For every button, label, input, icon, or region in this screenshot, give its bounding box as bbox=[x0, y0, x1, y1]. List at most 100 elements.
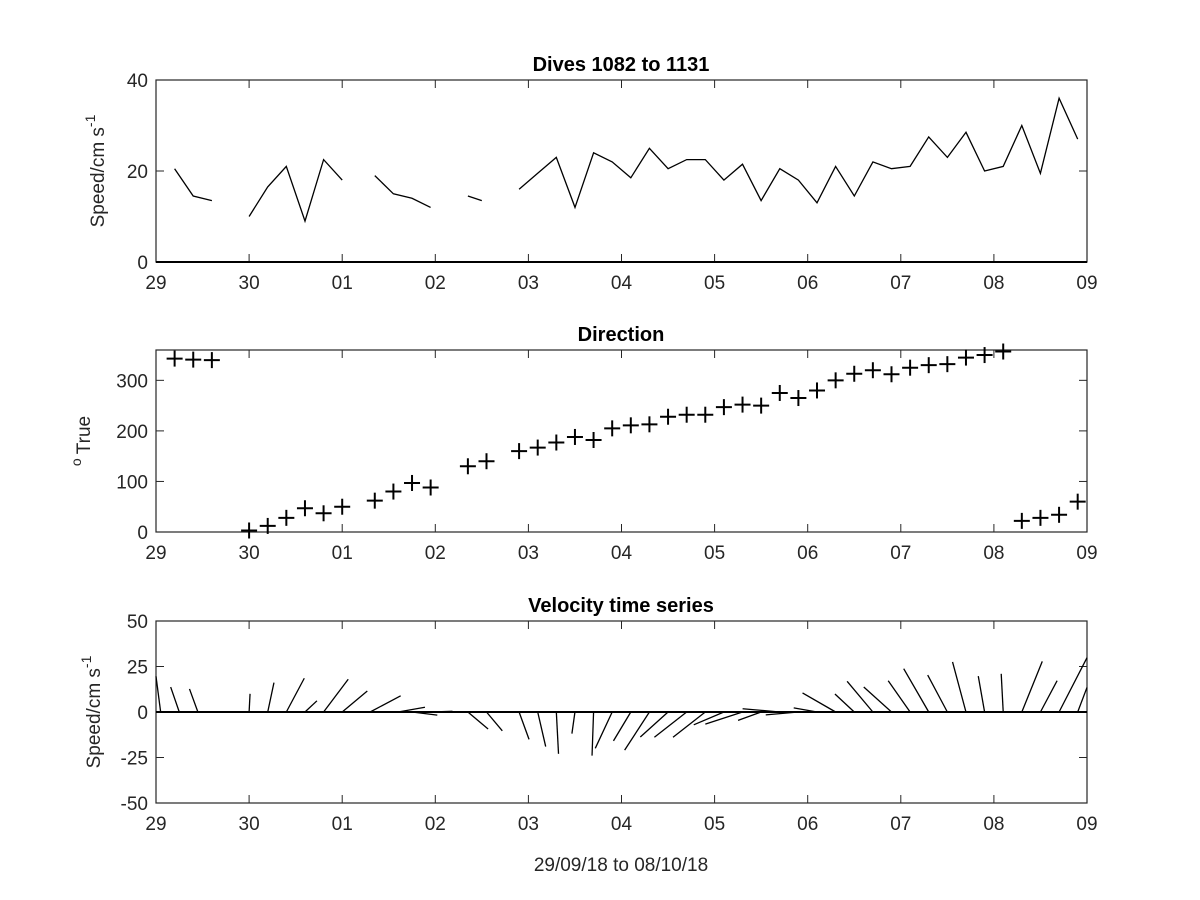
direction-y-axis-label-superscript: o bbox=[68, 458, 84, 466]
direction-marker bbox=[864, 362, 881, 379]
velocity-stick bbox=[624, 711, 650, 751]
direction-y-tick-label: 200 bbox=[116, 422, 148, 443]
speed-panel-title: Dives 1082 to 1131 bbox=[533, 54, 710, 76]
speed-axis-ticks: 29 30 01 02 03 04 05 06 07 08 09 0 20 40 bbox=[127, 71, 1098, 294]
velocity-stick bbox=[555, 711, 560, 754]
velocity-stick bbox=[467, 711, 489, 730]
direction-marker bbox=[976, 347, 993, 364]
velocity-stick bbox=[951, 661, 967, 713]
speed-x-tick-label: 08 bbox=[983, 273, 1004, 294]
velocity-stick bbox=[639, 711, 669, 738]
velocity-stick bbox=[693, 711, 725, 726]
velocity-x-tick-label: 04 bbox=[611, 814, 633, 835]
velocity-x-tick-label: 06 bbox=[797, 814, 818, 835]
velocity-stick bbox=[304, 700, 318, 713]
velocity-stick bbox=[430, 710, 453, 713]
direction-marker bbox=[827, 372, 844, 389]
direction-marker bbox=[678, 406, 695, 423]
velocity-stick bbox=[793, 707, 818, 713]
velocity-axis-ticks: 29 30 01 02 03 04 05 06 07 08 09 -50 -25 0 25 50 bbox=[121, 612, 1098, 835]
velocity-stick bbox=[1000, 673, 1004, 713]
direction-marker bbox=[957, 349, 974, 366]
velocity-x-tick-label: 05 bbox=[704, 814, 725, 835]
velocity-y-tick-label: 50 bbox=[127, 612, 148, 633]
direction-marker bbox=[660, 408, 677, 425]
velocity-panel-title: Velocity time series bbox=[528, 595, 714, 617]
direction-x-tick-label: 30 bbox=[239, 543, 260, 564]
direction-marker bbox=[809, 382, 826, 399]
direction-marker bbox=[422, 479, 439, 496]
speed-y-tick-label: 40 bbox=[127, 71, 148, 92]
velocity-stick bbox=[411, 711, 438, 716]
direction-x-tick-label: 03 bbox=[518, 543, 539, 564]
direction-x-tick-label: 09 bbox=[1076, 543, 1097, 564]
speed-series-line bbox=[518, 96, 1079, 210]
direction-panel: Direction o True 29 30 01 02 03 04 05 06 07 08 09 0 1… bbox=[68, 324, 1098, 564]
direction-y-axis-label-text: True bbox=[74, 416, 95, 454]
speed-y-tick-label: 20 bbox=[127, 162, 148, 183]
velocity-stick bbox=[397, 706, 426, 713]
velocity-stick bbox=[248, 693, 251, 713]
velocity-stick bbox=[323, 678, 349, 713]
velocity-x-tick-label: 29 bbox=[145, 814, 166, 835]
velocity-y-axis-label: Speed/cm s-1 bbox=[78, 655, 105, 768]
direction-marker bbox=[641, 416, 658, 433]
direction-marker bbox=[883, 366, 900, 383]
direction-marker bbox=[385, 483, 402, 500]
speed-x-tick-label: 01 bbox=[332, 273, 353, 294]
velocity-x-tick-label: 09 bbox=[1076, 814, 1097, 835]
direction-marker bbox=[166, 350, 183, 367]
direction-marker bbox=[241, 522, 258, 539]
speed-series-line bbox=[248, 158, 343, 224]
direction-marker bbox=[366, 492, 383, 509]
direction-marker bbox=[511, 443, 528, 460]
direction-marker bbox=[753, 397, 770, 414]
direction-marker bbox=[790, 390, 807, 407]
direction-marker bbox=[1069, 493, 1086, 510]
velocity-stick bbox=[887, 680, 911, 713]
velocity-x-tick-label: 02 bbox=[425, 814, 446, 835]
direction-x-tick-label: 07 bbox=[890, 543, 911, 564]
velocity-stick bbox=[341, 690, 368, 713]
direction-marker bbox=[478, 453, 495, 470]
velocity-stick bbox=[802, 692, 836, 713]
speed-x-tick-label: 04 bbox=[611, 273, 633, 294]
direction-x-tick-label: 06 bbox=[797, 543, 818, 564]
velocity-stick bbox=[267, 682, 275, 713]
direction-marker bbox=[566, 428, 583, 445]
speed-series-line bbox=[467, 195, 483, 202]
velocity-stick bbox=[742, 708, 780, 713]
velocity-stick bbox=[369, 695, 401, 713]
velocity-stick bbox=[834, 693, 855, 713]
velocity-x-tick-label: 30 bbox=[239, 814, 260, 835]
direction-marker bbox=[1032, 509, 1049, 526]
direction-marker bbox=[203, 352, 220, 369]
direction-marker bbox=[315, 505, 332, 522]
speed-y-axis-label-superscript: -1 bbox=[82, 114, 98, 127]
speed-panel: Dives 1082 to 1131 Speed/cm s-1 29 30 01 02… bbox=[82, 54, 1098, 294]
direction-marker bbox=[846, 365, 863, 382]
velocity-stick bbox=[863, 686, 892, 713]
velocity-stick bbox=[1021, 661, 1043, 713]
velocity-y-axis-label-superscript: -1 bbox=[78, 655, 94, 668]
velocity-x-tick-label: 01 bbox=[332, 814, 353, 835]
velocity-stick bbox=[1058, 657, 1088, 713]
direction-marker bbox=[259, 517, 276, 534]
speed-x-tick-label: 06 bbox=[797, 273, 818, 294]
direction-marker bbox=[529, 439, 546, 456]
direction-marker bbox=[404, 474, 421, 491]
direction-x-tick-label: 05 bbox=[704, 543, 725, 564]
speed-x-tick-label: 07 bbox=[890, 273, 911, 294]
speed-y-tick-label: 0 bbox=[137, 253, 148, 274]
velocity-stick bbox=[285, 677, 305, 713]
direction-marker bbox=[296, 500, 313, 517]
velocity-stick bbox=[737, 711, 762, 722]
velocity-stick bbox=[654, 711, 688, 738]
direction-y-tick-label: 0 bbox=[137, 523, 148, 544]
direction-axis-ticks: 29 30 01 02 03 04 05 06 07 08 09 0 100 200 300 bbox=[116, 350, 1098, 564]
velocity-stick bbox=[594, 711, 613, 749]
velocity-stick bbox=[765, 711, 799, 716]
velocity-stick bbox=[591, 711, 595, 756]
speed-x-tick-label: 09 bbox=[1076, 273, 1097, 294]
